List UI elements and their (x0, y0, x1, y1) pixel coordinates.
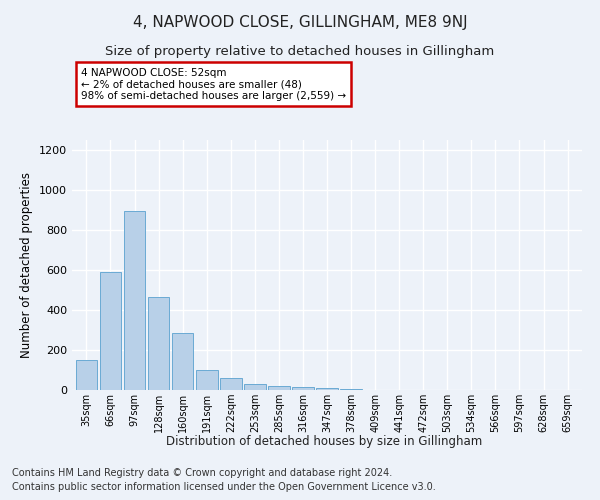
Text: Contains public sector information licensed under the Open Government Licence v3: Contains public sector information licen… (12, 482, 436, 492)
Bar (316, 388, 338, 390)
Text: Distribution of detached houses by size in Gillingham: Distribution of detached houses by size … (166, 435, 482, 448)
Bar (244, 384, 266, 390)
Bar (268, 386, 290, 390)
Bar (124, 211, 145, 390)
Bar (292, 387, 314, 390)
Text: Contains HM Land Registry data © Crown copyright and database right 2024.: Contains HM Land Registry data © Crown c… (12, 468, 392, 477)
Y-axis label: Number of detached properties: Number of detached properties (20, 172, 34, 358)
Bar (340, 389, 362, 390)
Bar (76, 360, 97, 390)
Text: Size of property relative to detached houses in Gillingham: Size of property relative to detached ho… (106, 45, 494, 58)
Text: 4, NAPWOOD CLOSE, GILLINGHAM, ME8 9NJ: 4, NAPWOOD CLOSE, GILLINGHAM, ME8 9NJ (133, 15, 467, 30)
Bar (196, 370, 218, 390)
Bar (220, 378, 242, 390)
Bar (148, 297, 169, 390)
Bar (100, 272, 121, 390)
Bar (172, 333, 193, 390)
Text: 4 NAPWOOD CLOSE: 52sqm
← 2% of detached houses are smaller (48)
98% of semi-deta: 4 NAPWOOD CLOSE: 52sqm ← 2% of detached … (81, 68, 346, 100)
